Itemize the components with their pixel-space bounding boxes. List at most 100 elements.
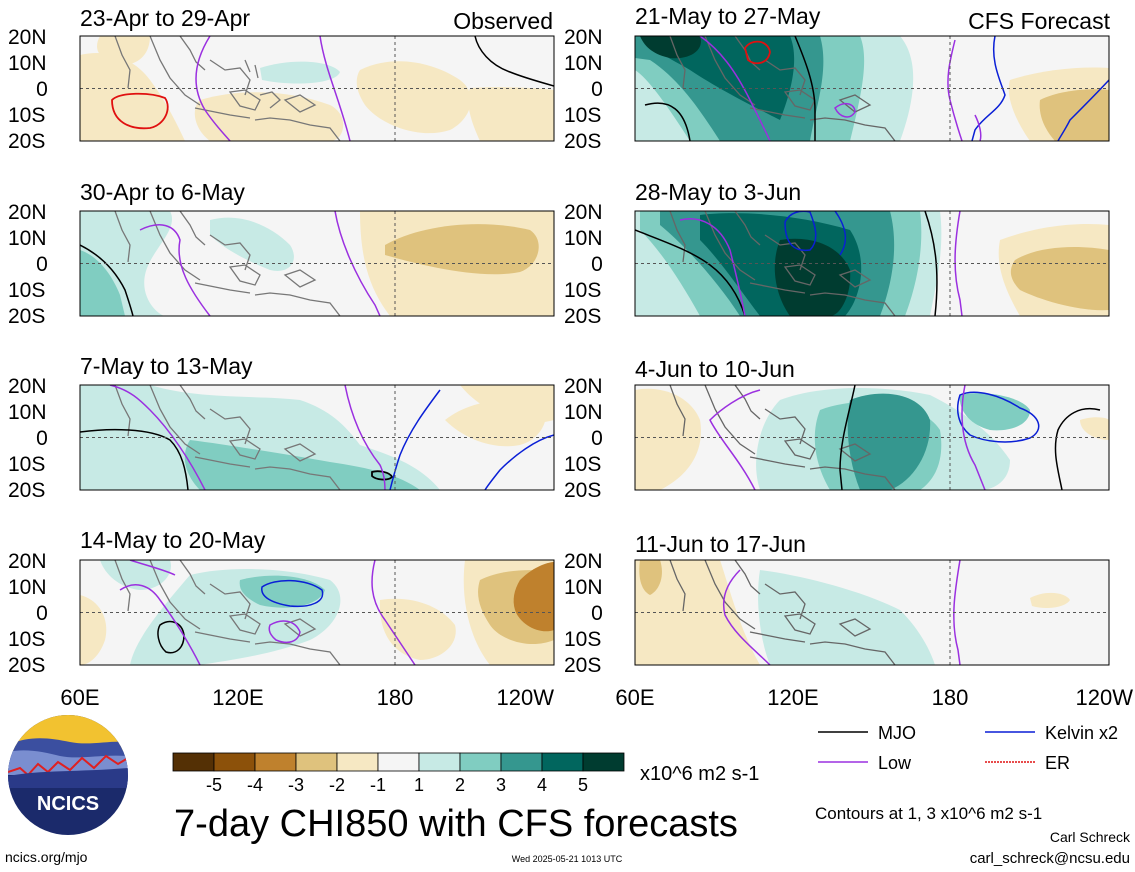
map-panel-8: 11-Jun to 17-Jun (634, 531, 1110, 666)
lat-label: 0 (36, 427, 48, 450)
colorbar: -5 -4 -3 -2 -1 1 2 3 4 5 (172, 752, 625, 795)
colorbar-tick-label: 4 (537, 775, 547, 795)
lat-label: 0 (591, 602, 603, 625)
colorbar-swatch (541, 752, 584, 772)
coastlines (669, 385, 896, 490)
contours (709, 385, 1101, 490)
cfs-forecast-label: CFS Forecast (968, 8, 1110, 34)
map-panel-2: 30-Apr to 6-May (79, 179, 555, 317)
contours (723, 560, 961, 665)
lon-label: 180 (932, 685, 969, 710)
colorbar-swatch (500, 752, 543, 772)
lat-axis-right: 20N 10N 0 10S 20S 20N 10N 0 10S 20S 20N … (564, 26, 603, 677)
lat-label: 10S (8, 628, 45, 651)
colorbar-tick-label: 5 (578, 775, 588, 795)
map-panel-5: 21-May to 27-May CFS Forecast (634, 3, 1111, 142)
colorbar-tick-label: -1 (370, 775, 386, 795)
lat-label: 20N (8, 26, 47, 49)
legend-label-mjo: MJO (878, 723, 916, 743)
colorbar-tick-label: 3 (496, 775, 506, 795)
map-panel-1: 23-Apr to 29-Apr Observed (79, 5, 555, 142)
contours (80, 385, 554, 490)
coastlines (114, 36, 341, 141)
map-panel-6: 28-May to 3-Jun (634, 179, 1110, 317)
lat-label: 20N (8, 201, 47, 224)
colorbar-swatch (377, 752, 420, 772)
lat-label: 10N (564, 401, 603, 424)
lat-label: 10N (8, 227, 47, 250)
lat-label: 20N (8, 550, 47, 573)
lat-label: 0 (36, 602, 48, 625)
lat-label: 10S (8, 453, 45, 476)
colorbar-tick-label: -3 (288, 775, 304, 795)
colorbar-swatch (418, 752, 461, 772)
colorbar-swatch (582, 752, 625, 772)
lat-label: 0 (591, 78, 603, 101)
ncics-logo: NCICS (8, 715, 128, 835)
chi-anomaly-fill (80, 211, 554, 316)
lat-label: 10N (8, 401, 47, 424)
lat-label: 10S (564, 453, 601, 476)
lat-label: 10S (564, 628, 601, 651)
panel-title: 28-May to 3-Jun (635, 179, 801, 205)
lon-label: 120E (212, 685, 263, 710)
lat-label: 10N (8, 52, 47, 75)
lat-label: 20S (8, 479, 45, 502)
lat-label: 10S (564, 104, 601, 127)
lon-label: 60E (615, 685, 654, 710)
lat-label: 10N (564, 227, 603, 250)
colorbar-tick-label: -4 (247, 775, 263, 795)
colorbar-swatch (172, 752, 215, 772)
lat-label: 10S (8, 279, 45, 302)
contours (80, 211, 381, 316)
panel-title: 11-Jun to 17-Jun (635, 531, 806, 557)
legend-label-er: ER (1045, 753, 1070, 773)
legend-label-kelvin: Kelvin x2 (1045, 723, 1118, 743)
chi-anomaly-fill (80, 560, 554, 665)
colorbar-tick-label: 1 (414, 775, 424, 795)
lat-label: 20N (564, 550, 603, 573)
lat-label: 0 (591, 253, 603, 276)
lat-label: 0 (36, 253, 48, 276)
map-panel-4: 14-May to 20-May (79, 527, 555, 666)
lon-label: 120W (497, 685, 555, 710)
lat-label: 20S (8, 654, 45, 677)
lat-label: 10N (564, 52, 603, 75)
lat-label: 20S (564, 305, 601, 328)
timestamp: Wed 2025-05-21 1013 UTC (512, 854, 623, 864)
lat-axis-left: 20N 10N 0 10S 20S 20N 10N 0 10S 20S 20N … (8, 26, 48, 677)
colorbar-swatch (295, 752, 338, 772)
coastlines (114, 560, 341, 665)
lon-label: 120E (767, 685, 818, 710)
chi-anomaly-fill (80, 385, 554, 490)
panel-title: 21-May to 27-May (635, 3, 821, 29)
colorbar-tick-label: 2 (455, 775, 465, 795)
lon-label: 180 (377, 685, 414, 710)
coastlines (669, 36, 896, 141)
coastlines (114, 211, 341, 316)
lon-axis: 60E 120E 180 120W 60E 120E 180 120W (60, 685, 1133, 710)
lat-label: 20N (564, 375, 603, 398)
chi-anomaly-fill (635, 388, 1109, 490)
lat-label: 10N (8, 576, 47, 599)
coastlines (114, 385, 341, 490)
contours (644, 36, 1109, 141)
contours (119, 560, 416, 665)
coastlines (669, 211, 896, 316)
colorbar-tick-label: -2 (329, 775, 345, 795)
author-name: Carl Schreck (1050, 829, 1131, 845)
legend-label-low: Low (878, 753, 912, 773)
lat-label: 20N (564, 201, 603, 224)
panel-title: 30-Apr to 6-May (80, 179, 245, 205)
coastlines (669, 560, 896, 665)
lon-label: 120W (1076, 685, 1134, 710)
logo-text: NCICS (37, 793, 99, 815)
author-email: carl_schreck@ncsu.edu (970, 850, 1130, 867)
lat-label: 20S (8, 130, 45, 153)
observed-label: Observed (453, 8, 553, 34)
lat-label: 20S (564, 479, 601, 502)
lat-label: 20N (564, 26, 603, 49)
colorbar-swatch (459, 752, 502, 772)
contour-note: Contours at 1, 3 x10^6 m2 s-1 (815, 804, 1042, 823)
